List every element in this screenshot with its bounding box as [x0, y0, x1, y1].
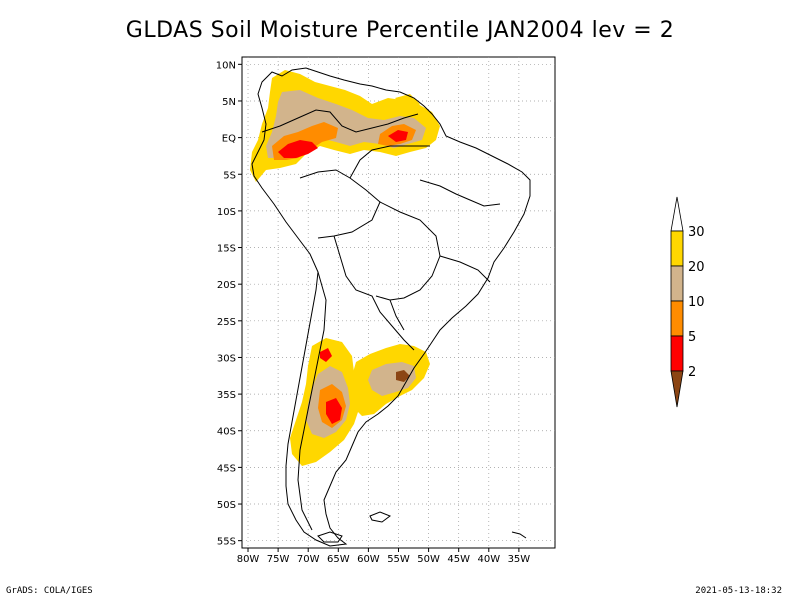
border-2	[299, 169, 381, 239]
lat-tick-label: 10S	[217, 207, 236, 218]
lat-tick-label: 20S	[217, 280, 236, 291]
soil-moisture-shading	[250, 70, 440, 466]
south-georgia	[511, 531, 527, 539]
lon-tick-label: 75W	[267, 554, 290, 565]
lat-tick-label: 50S	[217, 500, 236, 511]
latitude-labels: 10N 5N EQ 5S 10S 15S 20S 25S 30S 35S 40S 45S 50S 55S	[216, 60, 242, 548]
shade-south-dark	[396, 370, 410, 382]
lon-tick-label: 45W	[447, 554, 470, 565]
border-7	[419, 179, 501, 207]
shade-north-red	[278, 140, 318, 158]
lat-tick-label: 40S	[217, 427, 236, 438]
legend-swatch-10-20	[670, 265, 684, 302]
footer-credit: GrADS: COLA/IGES	[6, 586, 93, 596]
lon-tick-label: 55W	[387, 554, 410, 565]
border-9	[389, 299, 405, 331]
legend-swatch-2-5	[670, 335, 684, 372]
lat-tick-label: 15S	[217, 244, 236, 255]
lat-tick-label: 35S	[217, 390, 236, 401]
border-3	[375, 201, 441, 301]
falklands	[369, 511, 392, 523]
lat-tick-label: 30S	[217, 353, 236, 364]
lat-tick-label: 45S	[217, 463, 236, 474]
shade-arg-red	[326, 398, 342, 424]
lat-tick-label: 10N	[216, 60, 236, 71]
lon-tick-label: 50W	[417, 554, 440, 565]
legend-label-30: 30	[688, 225, 705, 240]
shade-arg-red-2	[320, 348, 332, 362]
lon-tick-label: 40W	[477, 554, 500, 565]
footer-timestamp: 2021-05-13-18:32	[695, 586, 782, 596]
lat-tick-label: 5S	[223, 170, 236, 181]
continent-outline	[251, 67, 531, 547]
tierra-del-fuego	[317, 531, 343, 543]
lat-tick-label: 5N	[222, 97, 236, 108]
colorbar-legend	[670, 196, 684, 408]
legend-swatch-20-30	[670, 230, 684, 267]
map-title: GLDAS Soil Moisture Percentile JAN2004 l…	[125, 18, 675, 43]
border-5	[297, 271, 327, 531]
lat-tick-label: 25S	[217, 317, 236, 328]
lon-tick-label: 35W	[508, 554, 531, 565]
legend-label-10: 10	[688, 295, 705, 310]
border-8	[349, 145, 430, 179]
lon-tick-label: 60W	[357, 554, 380, 565]
coastline-and-borders	[251, 67, 531, 547]
border-1	[261, 109, 419, 133]
lon-tick-label: 65W	[327, 554, 350, 565]
lon-tick-label: 80W	[237, 554, 260, 565]
legend-labels: 2 5 10 20 30	[688, 225, 705, 380]
legend-swatch-below2	[670, 370, 684, 408]
lat-tick-label: 55S	[217, 537, 236, 548]
legend-swatch-above30	[670, 196, 684, 232]
legend-swatch-5-10	[670, 300, 684, 337]
border-6	[439, 255, 491, 283]
border-4	[333, 235, 415, 351]
legend-label-5: 5	[688, 330, 696, 345]
shade-north-red-2	[388, 130, 408, 142]
legend-label-20: 20	[688, 260, 705, 275]
lat-tick-label: EQ	[222, 134, 236, 145]
legend-label-2: 2	[688, 365, 696, 380]
lon-tick-label: 70W	[297, 554, 320, 565]
longitude-labels: 80W 75W 70W 65W 60W 55W 50W 45W 40W 35W	[237, 548, 531, 565]
